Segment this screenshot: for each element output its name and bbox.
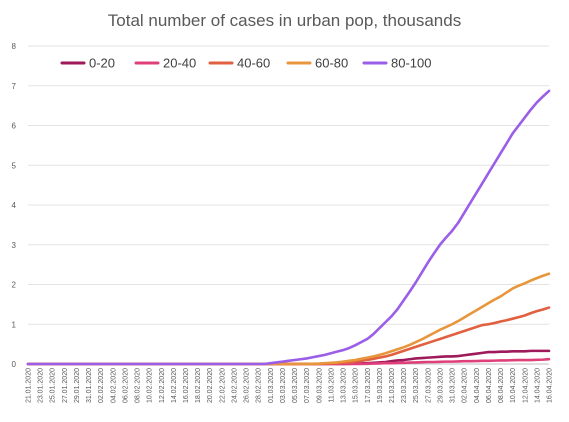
legend-item-40-60: 40-60 — [208, 56, 270, 71]
y-tick-label: 5 — [12, 161, 17, 170]
legend-item-0-20: 0-20 — [60, 56, 115, 71]
x-tick-label: 31.01.2020 — [86, 368, 93, 403]
x-tick-label: 06.02.2020 — [122, 368, 129, 403]
x-tick-label: 20.02.2020 — [207, 368, 214, 403]
x-tick-label: 15.03.2020 — [353, 368, 360, 403]
x-tick-label: 27.03.2020 — [425, 368, 432, 403]
x-tick-label: 25.03.2020 — [413, 368, 420, 403]
x-tick-label: 14.02.2020 — [171, 368, 178, 403]
x-axis: 21.01.2020 23.01.2020 25.01.2020 27.01.2020… — [26, 368, 554, 403]
x-tick-label: 16.02.2020 — [183, 368, 190, 403]
legend-label: 80-100 — [391, 56, 431, 71]
x-tick-label: 01.03.2020 — [268, 368, 275, 403]
y-tick-label: 0 — [12, 360, 17, 369]
x-tick-label: 10.02.2020 — [147, 368, 154, 403]
x-tick-label: 05.03.2020 — [292, 368, 299, 403]
x-tick-label: 29.03.2020 — [437, 368, 444, 403]
y-tick-label: 6 — [12, 122, 17, 131]
x-tick-label: 25.01.2020 — [50, 368, 57, 403]
x-tick-label: 17.03.2020 — [365, 368, 372, 403]
legend: 0-20 20-40 40-60 60-80 80-100 — [60, 56, 431, 71]
x-tick-label: 11.03.2020 — [328, 368, 335, 403]
x-tick-label: 26.02.2020 — [244, 368, 251, 403]
x-tick-label: 12.02.2020 — [159, 368, 166, 403]
x-tick-label: 31.03.2020 — [450, 368, 457, 403]
series-line-60-80 — [26, 272, 551, 366]
x-tick-label: 03.03.2020 — [280, 368, 287, 403]
series-lines — [26, 89, 551, 366]
y-tick-label: 7 — [12, 82, 17, 91]
x-tick-label: 19.03.2020 — [377, 368, 384, 403]
legend-label: 60-80 — [315, 56, 348, 71]
gridlines — [28, 45, 549, 365]
x-tick-label: 14.04.2020 — [534, 368, 541, 403]
x-tick-label: 12.04.2020 — [522, 368, 529, 403]
x-tick-label: 23.03.2020 — [401, 368, 408, 403]
legend-label: 0-20 — [89, 56, 115, 71]
x-tick-label: 21.01.2020 — [26, 368, 33, 403]
x-tick-label: 06.04.2020 — [486, 368, 493, 403]
x-tick-label: 02.04.2020 — [462, 368, 469, 403]
x-tick-label: 29.01.2020 — [74, 368, 81, 403]
x-tick-label: 07.03.2020 — [304, 368, 311, 403]
legend-item-20-40: 20-40 — [134, 56, 196, 71]
x-tick-label: 16.04.2020 — [547, 368, 554, 403]
y-tick-label: 3 — [12, 241, 17, 250]
y-axis: 0 1 2 3 4 5 6 7 8 — [12, 42, 17, 369]
x-tick-label: 27.01.2020 — [62, 368, 69, 403]
x-tick-label: 02.02.2020 — [98, 368, 105, 403]
y-tick-label: 2 — [12, 281, 17, 290]
legend-item-60-80: 60-80 — [286, 56, 348, 71]
y-tick-label: 1 — [12, 320, 17, 329]
x-tick-label: 08.02.2020 — [135, 368, 142, 403]
legend-item-80-100: 80-100 — [362, 56, 431, 71]
legend-label: 40-60 — [237, 56, 270, 71]
x-tick-label: 09.03.2020 — [316, 368, 323, 403]
x-tick-label: 10.04.2020 — [510, 368, 517, 403]
x-tick-label: 04.02.2020 — [110, 368, 117, 403]
x-tick-label: 08.04.2020 — [498, 368, 505, 403]
y-tick-label: 4 — [12, 201, 17, 210]
x-tick-label: 18.02.2020 — [195, 368, 202, 403]
x-tick-label: 28.02.2020 — [256, 368, 263, 403]
x-tick-label: 23.01.2020 — [38, 368, 45, 403]
y-tick-label: 8 — [12, 42, 17, 51]
x-tick-label: 04.04.2020 — [474, 368, 481, 403]
x-tick-label: 24.02.2020 — [231, 368, 238, 403]
x-tick-label: 21.03.2020 — [389, 368, 396, 403]
x-tick-label: 22.02.2020 — [219, 368, 226, 403]
series-line-80-100 — [26, 89, 551, 366]
chart-title: Total number of cases in urban pop, thou… — [108, 11, 461, 30]
legend-label: 20-40 — [163, 56, 196, 71]
x-tick-label: 13.03.2020 — [341, 368, 348, 403]
